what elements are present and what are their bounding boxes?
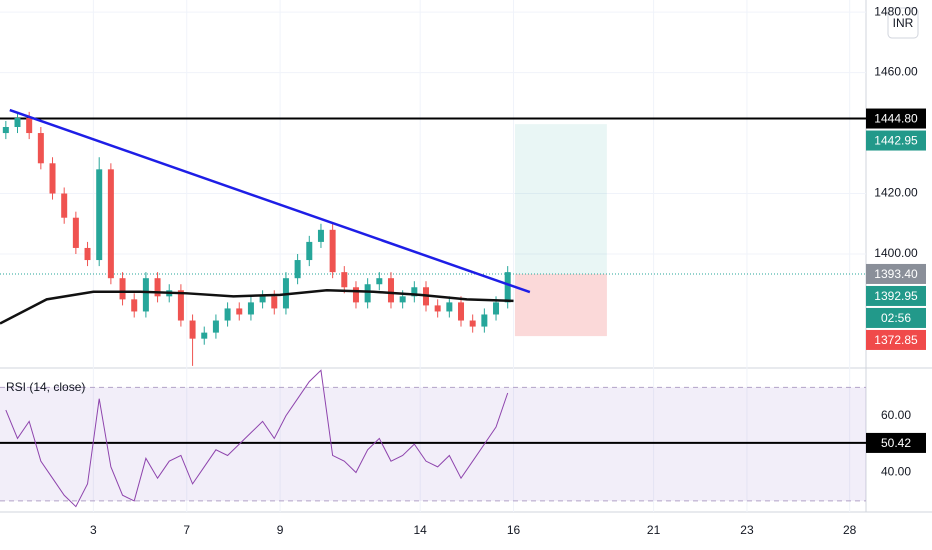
- x-tick-label: 21: [647, 523, 661, 537]
- countdown-badge: 02:56: [881, 311, 911, 325]
- candle-body: [37, 133, 44, 164]
- price-badge-bg: [866, 263, 926, 284]
- price-badge-bg: [866, 329, 926, 350]
- candle-body: [259, 296, 266, 303]
- candle-body: [14, 117, 21, 128]
- candle-body: [411, 287, 418, 297]
- price-badge-bg: [866, 285, 926, 306]
- currency-label[interactable]: INR: [893, 16, 914, 30]
- x-tick-label: 16: [507, 523, 521, 537]
- x-tick-label: 14: [413, 523, 427, 537]
- candle-body: [446, 302, 453, 312]
- candle-body: [131, 299, 138, 312]
- x-tick-label: 3: [90, 523, 97, 537]
- candle-body: [107, 169, 114, 279]
- candle-body: [84, 247, 91, 261]
- candle-body: [49, 163, 56, 194]
- price-badge-bg: [866, 130, 926, 151]
- currency-box[interactable]: [887, 7, 919, 39]
- y-tick-label: 1480.00: [874, 4, 918, 18]
- candle-body: [2, 127, 9, 134]
- stop-zone: [514, 273, 607, 337]
- price-badge: 1372.85: [874, 333, 918, 347]
- candle-body: [271, 296, 278, 309]
- candle-body: [189, 320, 196, 339]
- y-tick-label: 1460.00: [874, 65, 918, 79]
- rsi-badge: 50.42: [881, 436, 911, 450]
- candle-body: [434, 305, 441, 312]
- candle-body: [294, 260, 301, 279]
- price-badge: 1444.80: [874, 112, 918, 126]
- candle-body: [247, 302, 254, 315]
- candle-body: [61, 193, 68, 218]
- candle-body: [458, 302, 465, 321]
- candle-body: [236, 308, 243, 315]
- price-badge: 1442.95: [874, 134, 918, 148]
- candle-body: [224, 308, 231, 321]
- candle-body: [177, 290, 184, 321]
- candle-body: [96, 169, 103, 261]
- rsi-band: [0, 387, 866, 501]
- x-tick-label: 7: [183, 523, 190, 537]
- moving-average: [0, 289, 514, 325]
- rsi-title: RSI (14, close): [6, 380, 85, 394]
- candle-body: [469, 320, 476, 327]
- rsi-line: [5, 369, 509, 508]
- candle-body: [212, 320, 219, 333]
- candle-body: [26, 117, 33, 134]
- candle-body: [306, 241, 313, 261]
- x-tick-label: 23: [740, 523, 754, 537]
- price-badge-bg: [866, 108, 926, 129]
- candle-body: [201, 332, 208, 339]
- price-badge: 1392.95: [874, 289, 918, 303]
- y-tick-label: 60.00: [881, 408, 911, 422]
- candle-body: [481, 314, 488, 327]
- candle-body: [341, 272, 348, 288]
- candle-body: [72, 217, 79, 248]
- candle-body: [142, 278, 149, 312]
- candle-body: [352, 287, 359, 303]
- rsi-badge-bg: [866, 432, 926, 453]
- candle-body: [364, 284, 371, 303]
- y-tick-label: 1420.00: [874, 186, 918, 200]
- x-tick-label: 28: [843, 523, 857, 537]
- candle-body: [493, 302, 500, 315]
- candle-body: [119, 278, 126, 300]
- x-tick-label: 9: [277, 523, 284, 537]
- candle-body: [317, 229, 324, 242]
- candle-body: [399, 296, 406, 303]
- price-badge: 1393.40: [874, 267, 918, 281]
- candle-body: [329, 229, 336, 273]
- target-zone: [514, 124, 607, 274]
- trend-line: [9, 108, 531, 294]
- y-tick-label: 1400.00: [874, 246, 918, 260]
- candle-body: [154, 278, 161, 297]
- candle-body: [504, 272, 511, 303]
- y-tick-label: 40.00: [881, 465, 911, 479]
- candle-body: [387, 278, 394, 303]
- countdown-badge-bg: [866, 307, 926, 328]
- candle-body: [376, 278, 383, 285]
